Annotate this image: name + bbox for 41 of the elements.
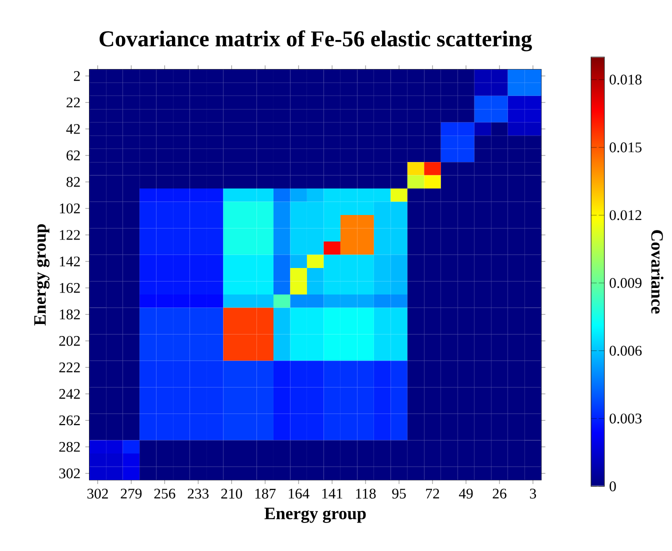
x-tick-label: 279 [120, 488, 142, 499]
y-tick-label: 202 [59, 336, 80, 346]
color-bar-label: 0.006 [610, 346, 642, 356]
y-tick-label: 282 [59, 442, 80, 452]
x-tick-label: 141 [322, 488, 342, 499]
color-bar-label: 0.003 [610, 414, 642, 424]
x-axis-title: Energy group [264, 508, 366, 524]
y-tick-label: 242 [59, 389, 80, 399]
y-tick-label: 182 [60, 310, 80, 320]
x-tick-label: 302 [87, 488, 108, 499]
x-tick-label: 233 [188, 488, 209, 499]
color-bar-label: 0.012 [610, 210, 642, 220]
y-tick-label: 162 [60, 283, 80, 294]
y-tick-label: 222 [59, 362, 80, 372]
color-bar-label: 0.009 [610, 278, 642, 288]
y-tick-label: 122 [60, 230, 80, 240]
y-tick-label: 262 [59, 416, 80, 426]
color-bar-label: 0 [610, 482, 616, 492]
x-tick-label: 95 [392, 488, 406, 499]
x-tick-label: 164 [288, 488, 310, 499]
x-tick-label: 49 [458, 488, 473, 499]
y-tick-label: 302 [59, 468, 80, 478]
color-bar-label: 0.015 [610, 142, 642, 153]
color-bar-title: Covariance [651, 230, 664, 314]
y-tick-label: 142 [60, 256, 80, 266]
y-tick-label: 82 [66, 177, 80, 188]
x-tick-label: 256 [154, 488, 176, 499]
y-tick-label: 22 [66, 98, 80, 108]
y-tick-label: 102 [60, 204, 80, 214]
chart-title: Covariance matrix of Fe-56 elastic scattering [100, 30, 532, 52]
y-tick-label: 42 [66, 124, 80, 134]
x-tick-label: 3 [530, 488, 536, 499]
x-tick-label: 210 [221, 488, 242, 499]
y-tick-label: 2 [74, 71, 80, 81]
x-tick-label: 26 [492, 488, 506, 499]
x-tick-label: 118 [356, 488, 376, 499]
color-bar-label: 0.018 [610, 74, 642, 85]
x-tick-label: 187 [255, 488, 276, 499]
y-tick-label: 62 [66, 150, 80, 161]
y-axis-title: Energy group [34, 224, 50, 326]
x-tick-label: 72 [426, 488, 440, 499]
